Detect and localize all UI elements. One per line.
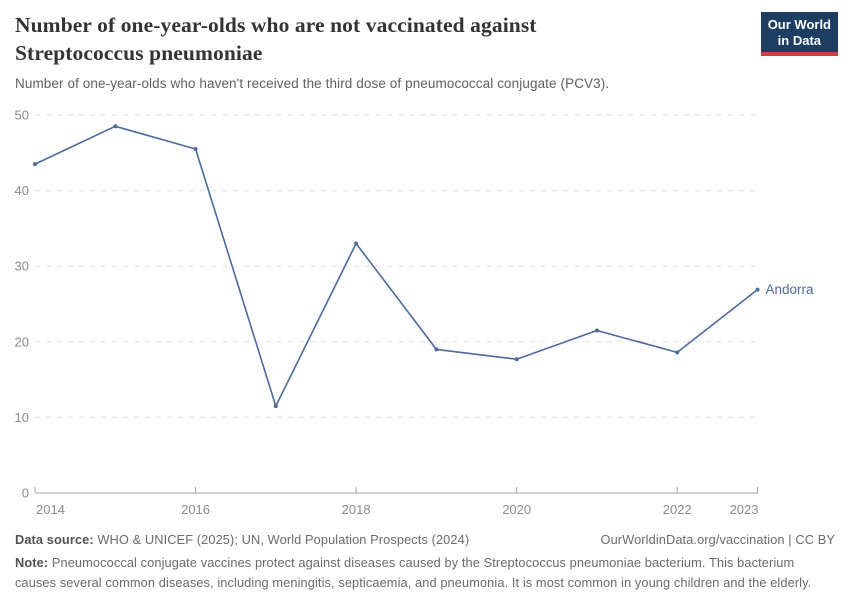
- data-point-andorra-2018[interactable]: [354, 241, 359, 246]
- data-point-andorra-2021[interactable]: [594, 328, 599, 333]
- data-point-andorra-2017[interactable]: [273, 404, 278, 409]
- x-axis-label-2014: 2014: [36, 502, 65, 517]
- data-point-andorra-2014[interactable]: [33, 162, 37, 167]
- data-source: Data source: WHO & UNICEF (2025); UN, Wo…: [15, 530, 469, 550]
- logo-line-1: Our World: [767, 17, 831, 32]
- y-axis-label-0: 0: [22, 486, 29, 501]
- chart-footer: Data source: WHO & UNICEF (2025); UN, Wo…: [15, 530, 835, 592]
- note-label: Note:: [15, 554, 49, 570]
- x-axis-label-2016: 2016: [181, 502, 210, 517]
- line-chart-svg[interactable]: 0 10 20 30 40 50 2014 2016 2018 2020 2022 2023 Andor…: [0, 100, 850, 525]
- data-source-label: Data source:: [15, 532, 94, 547]
- chart-note: Note: Pneumococcal conjugate vaccines pr…: [15, 553, 835, 593]
- data-point-andorra-2023[interactable]: [755, 287, 760, 292]
- y-axis-label-20: 20: [15, 334, 29, 349]
- series-label-andorra[interactable]: Andorra: [766, 282, 815, 297]
- note-text: Pneumococcal conjugate vaccines protect …: [15, 554, 812, 590]
- chart-header: Number of one-year-olds who are not vacc…: [15, 12, 838, 91]
- data-point-andorra-2019[interactable]: [434, 347, 439, 352]
- data-point-andorra-2020[interactable]: [514, 357, 519, 362]
- x-axis-label-2018: 2018: [342, 502, 371, 517]
- x-axis-label-2022: 2022: [663, 502, 692, 517]
- chart-title: Number of one-year-olds who are not vacc…: [15, 13, 537, 65]
- y-axis-label-10: 10: [15, 410, 29, 425]
- chart-subtitle: Number of one-year-olds who haven't rece…: [15, 76, 610, 92]
- data-source-text: WHO & UNICEF (2025); UN, World Populatio…: [93, 532, 470, 547]
- x-axis: [34, 487, 758, 494]
- logo-line-2: in Data: [777, 32, 822, 48]
- y-axis-label-50: 50: [15, 108, 29, 123]
- y-axis-label-30: 30: [15, 259, 29, 274]
- y-axis-label-40: 40: [15, 183, 29, 198]
- data-point-andorra-2015[interactable]: [113, 124, 118, 129]
- series-line-andorra[interactable]: [34, 125, 759, 407]
- x-axis-label-2020: 2020: [502, 502, 531, 517]
- license-link[interactable]: OurWorldinData.org/vaccination | CC BY: [600, 532, 835, 547]
- owid-logo[interactable]: Our World in Data: [760, 12, 838, 57]
- data-point-andorra-2016[interactable]: [193, 147, 198, 151]
- data-point-andorra-2022[interactable]: [675, 350, 680, 355]
- x-axis-label-2023: 2023: [730, 502, 759, 517]
- line-chart[interactable]: 0 10 20 30 40 50 2014 2016 2018 2020 2022 2023 Andor…: [0, 100, 850, 525]
